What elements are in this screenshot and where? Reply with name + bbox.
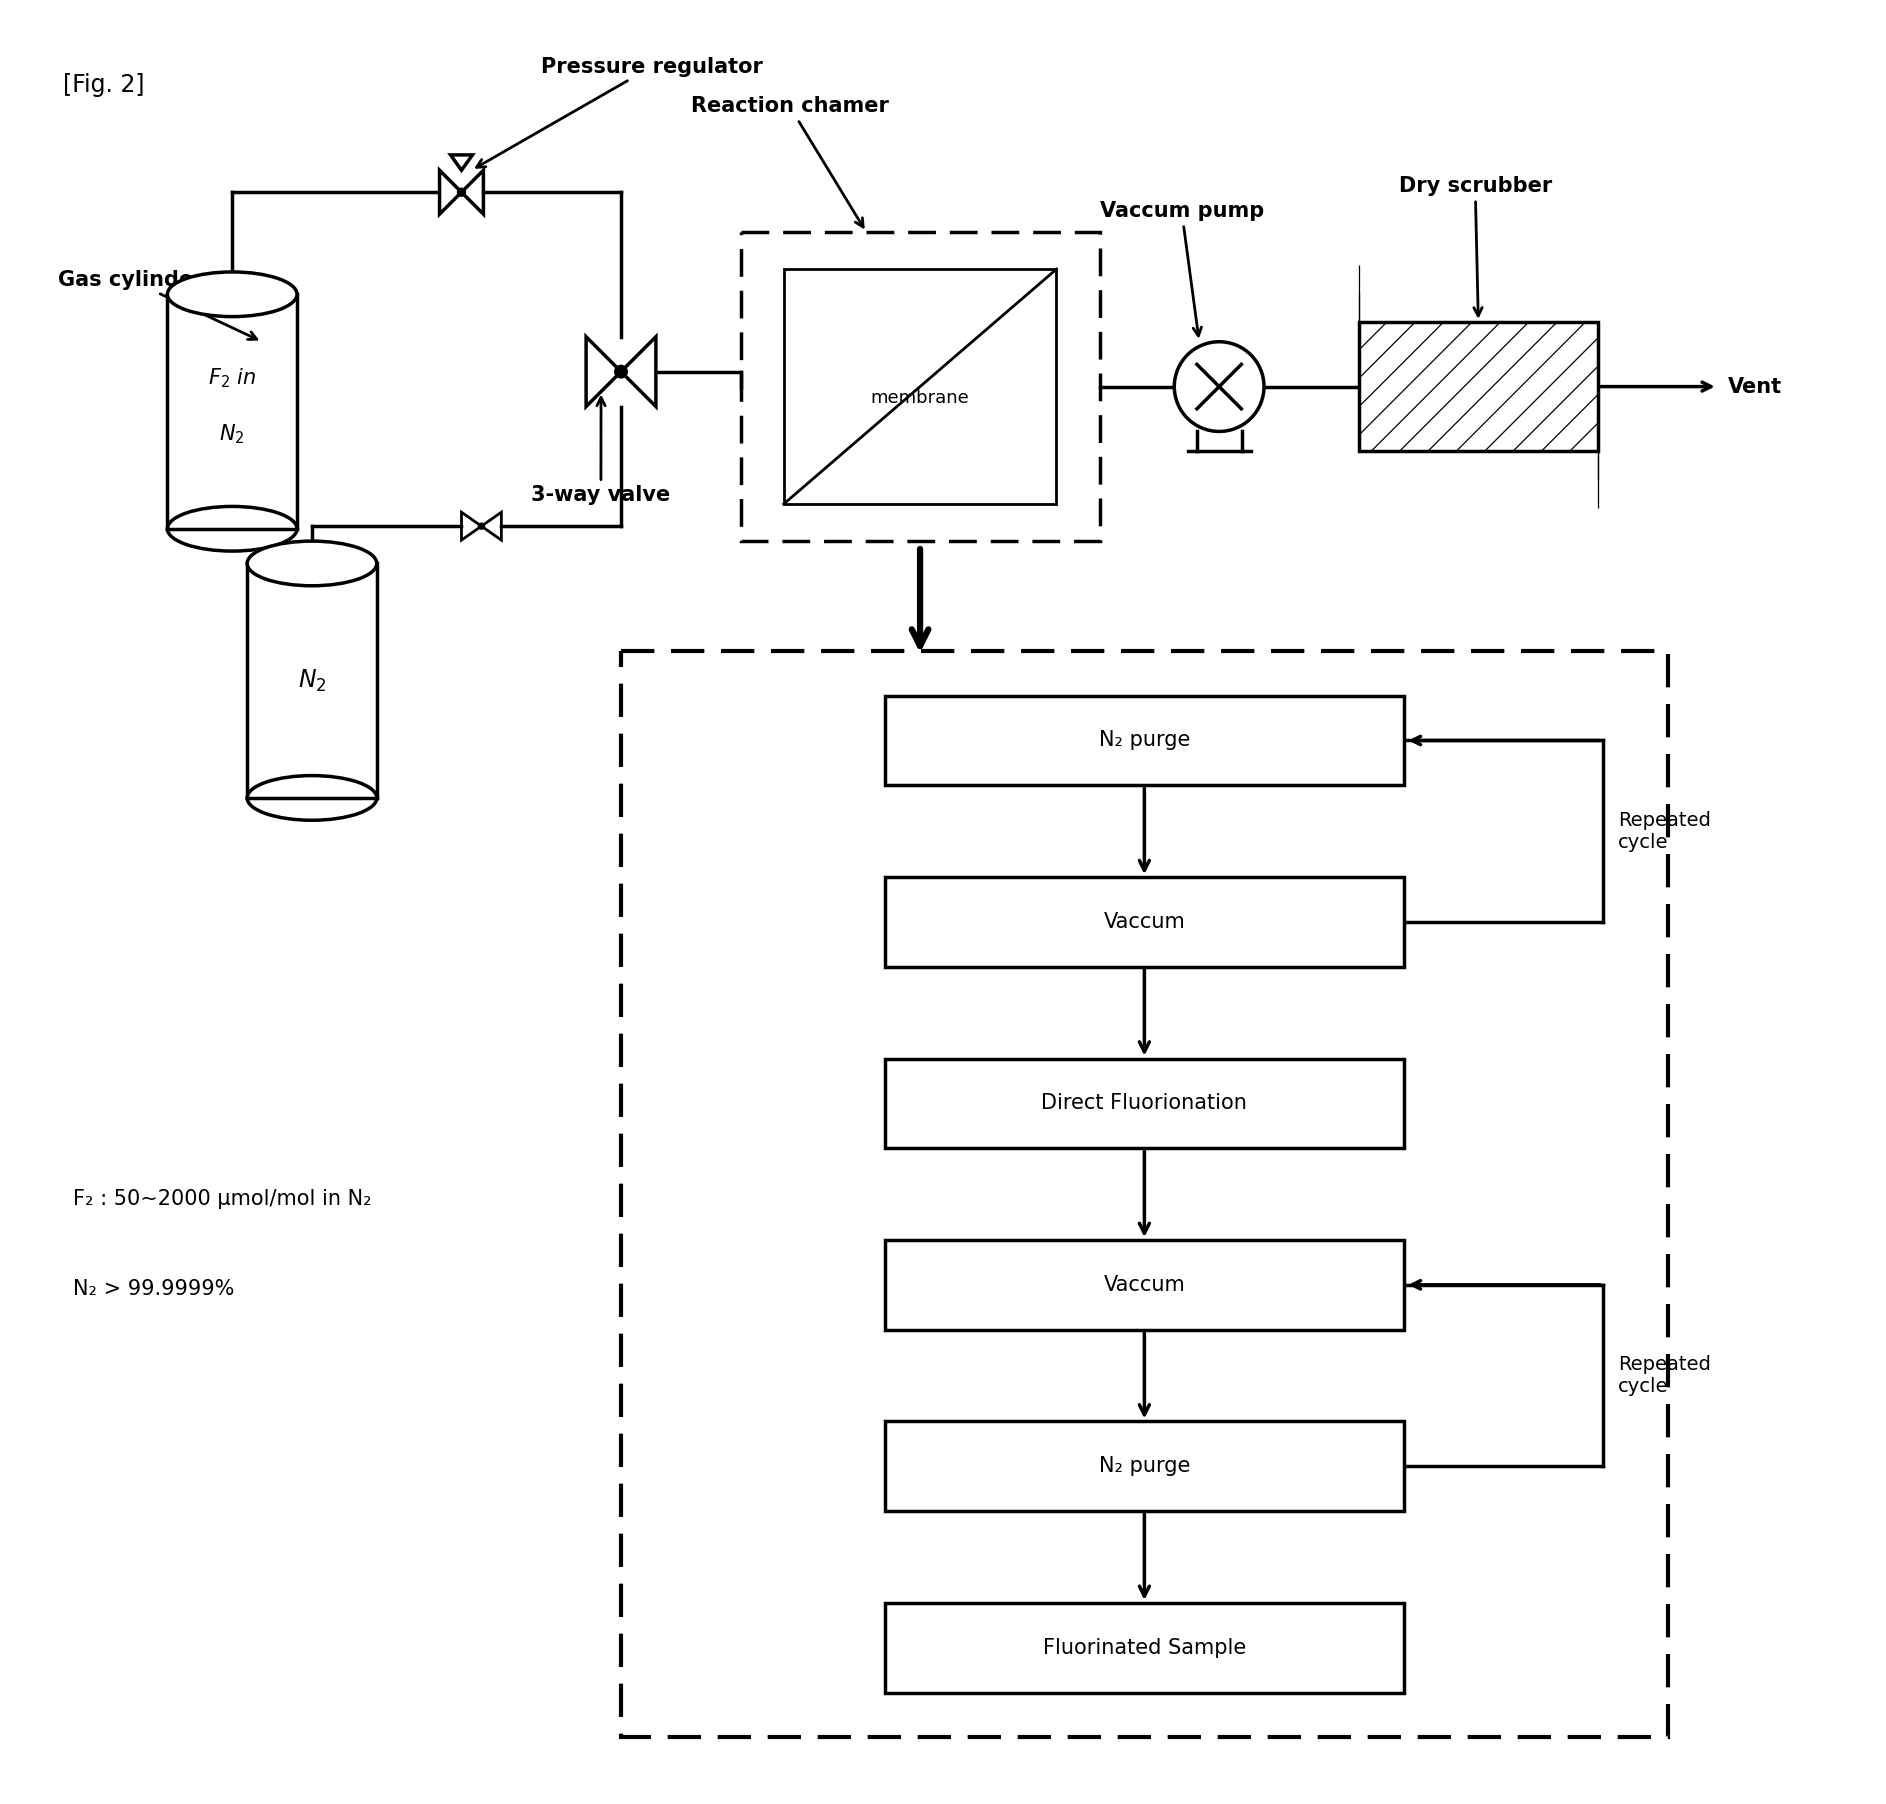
Bar (885, 1602, 1403, 1692)
Text: 3-way valve: 3-way valve (532, 397, 671, 505)
Ellipse shape (168, 272, 296, 318)
Text: Repeated
cycle: Repeated cycle (1618, 810, 1711, 851)
Text: Vaccum pump: Vaccum pump (1100, 200, 1264, 336)
Bar (885, 1422, 1403, 1512)
Bar (620, 651, 1667, 1737)
Text: [Fig. 2]: [Fig. 2] (62, 72, 143, 97)
Text: Reaction chamer: Reaction chamer (690, 96, 888, 227)
Text: Direct Fluorionation: Direct Fluorionation (1041, 1093, 1247, 1113)
Text: Dry scrubber: Dry scrubber (1399, 177, 1552, 316)
Text: Pressure regulator: Pressure regulator (477, 56, 764, 168)
Text: $N_2$: $N_2$ (219, 422, 245, 446)
Text: membrane: membrane (871, 390, 969, 408)
Polygon shape (587, 337, 620, 406)
Polygon shape (439, 170, 462, 215)
Text: Gas cylinder: Gas cylinder (58, 271, 256, 339)
Polygon shape (620, 337, 656, 406)
Bar (1358, 321, 1597, 451)
Text: N₂ purge: N₂ purge (1100, 731, 1190, 750)
Circle shape (479, 523, 485, 529)
Text: Repeated
cycle: Repeated cycle (1618, 1355, 1711, 1396)
Circle shape (615, 366, 628, 377)
Text: Vent: Vent (1728, 377, 1782, 397)
Text: $F_2$ in: $F_2$ in (207, 366, 256, 390)
Text: Vaccum: Vaccum (1103, 1275, 1184, 1295)
Circle shape (458, 188, 466, 197)
Bar (885, 877, 1403, 967)
Polygon shape (462, 170, 483, 215)
Bar (885, 1059, 1403, 1147)
Text: Fluorinated Sample: Fluorinated Sample (1043, 1638, 1247, 1658)
Bar (885, 1239, 1403, 1330)
Circle shape (1175, 341, 1264, 431)
Bar (785, 269, 1056, 503)
Text: $N_2$: $N_2$ (298, 667, 326, 695)
Text: N₂ > 99.9999%: N₂ > 99.9999% (74, 1279, 234, 1299)
Text: N₂ purge: N₂ purge (1100, 1456, 1190, 1476)
Bar (741, 233, 1100, 541)
Text: Vaccum: Vaccum (1103, 913, 1184, 933)
Ellipse shape (247, 541, 377, 586)
Text: F₂ : 50~2000 μmol/mol in N₂: F₂ : 50~2000 μmol/mol in N₂ (74, 1189, 372, 1209)
Bar (885, 696, 1403, 785)
